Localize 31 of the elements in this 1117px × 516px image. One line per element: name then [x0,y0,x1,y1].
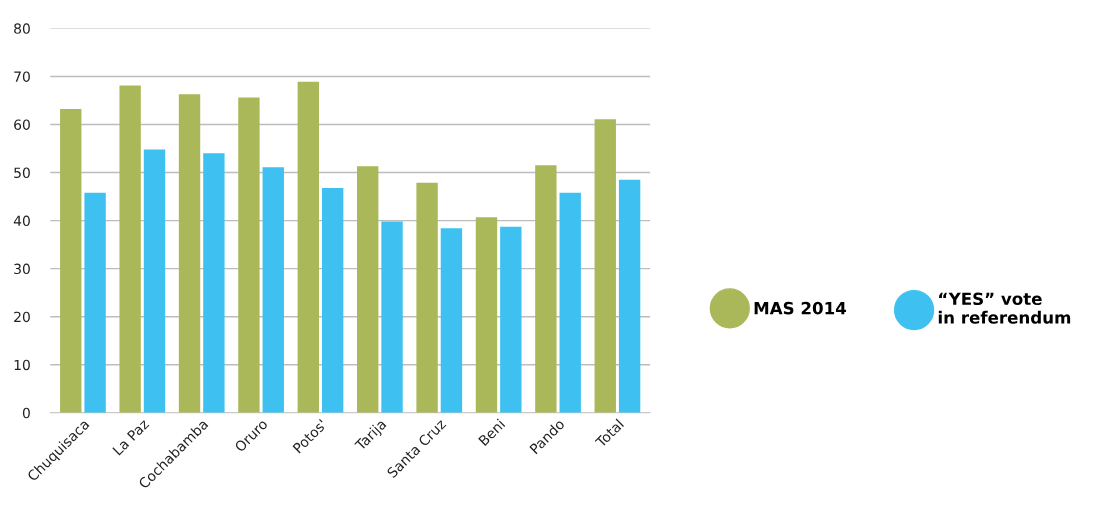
y-tick-label: 20 [14,311,30,323]
bar [143,149,166,413]
bar [262,167,284,413]
y-tick-label: 0 [22,407,30,419]
bar [321,187,344,413]
bar [535,165,557,413]
bar [416,182,438,413]
legend-label: “YES” vote in referendum [938,292,1071,324]
y-tick-label: 60 [14,119,30,130]
y-tick-label: 80 [14,23,30,34]
bar [618,179,641,413]
bar [238,97,260,413]
bar [178,94,201,413]
bar [500,226,522,413]
bar [594,119,616,413]
y-tick-label: 70 [14,71,30,82]
bar [381,221,403,413]
y-tick-label: 50 [14,167,30,179]
y-tick-label: 40 [13,215,30,227]
legend-label: MAS 2014 [754,301,847,315]
bar [84,192,106,413]
bar [203,153,225,413]
bar [475,217,498,413]
bar [559,192,581,413]
bar [297,81,319,413]
bar [440,228,463,413]
y-tick-label: 30 [14,263,30,275]
bar [357,166,379,413]
bar [60,109,82,413]
y-tick-label: 10 [14,359,30,371]
bar [119,85,141,413]
